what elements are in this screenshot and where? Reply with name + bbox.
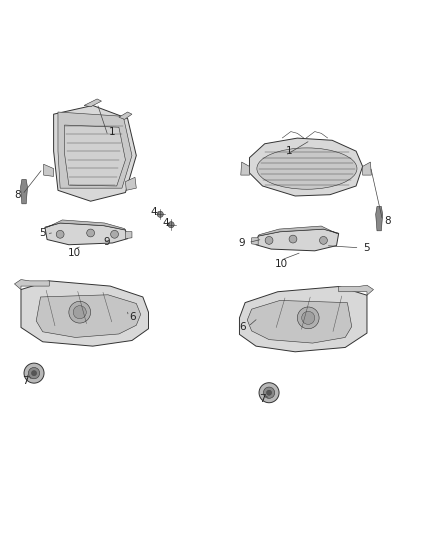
Text: 1: 1: [285, 146, 292, 156]
Circle shape: [302, 311, 315, 325]
Circle shape: [263, 387, 275, 398]
Text: 9: 9: [238, 238, 245, 247]
Polygon shape: [36, 295, 141, 337]
Polygon shape: [339, 285, 374, 295]
Polygon shape: [125, 232, 132, 239]
Text: 4: 4: [162, 218, 169, 228]
Circle shape: [69, 301, 91, 323]
Polygon shape: [21, 281, 148, 346]
Text: 6: 6: [130, 312, 136, 321]
Circle shape: [32, 370, 37, 376]
Text: 5: 5: [363, 243, 369, 253]
Text: 7: 7: [22, 376, 28, 385]
Polygon shape: [240, 287, 367, 352]
Text: 9: 9: [104, 237, 110, 247]
Circle shape: [56, 230, 64, 238]
Ellipse shape: [257, 148, 357, 189]
Polygon shape: [84, 99, 102, 107]
Polygon shape: [250, 138, 363, 196]
Polygon shape: [119, 112, 132, 119]
Text: 10: 10: [275, 260, 288, 269]
Polygon shape: [64, 125, 125, 186]
Text: 8: 8: [14, 190, 21, 200]
Circle shape: [73, 305, 86, 319]
Polygon shape: [376, 206, 383, 231]
Circle shape: [259, 383, 279, 403]
Circle shape: [111, 230, 118, 238]
Text: 5: 5: [39, 229, 46, 238]
Circle shape: [266, 390, 272, 395]
Polygon shape: [125, 177, 136, 190]
Polygon shape: [53, 106, 136, 201]
Polygon shape: [247, 301, 352, 343]
Text: 7: 7: [259, 394, 266, 404]
Circle shape: [320, 237, 327, 244]
Polygon shape: [241, 162, 250, 175]
Circle shape: [265, 237, 273, 244]
Polygon shape: [21, 180, 28, 204]
Text: 10: 10: [67, 248, 81, 259]
Polygon shape: [363, 162, 371, 175]
Text: 1: 1: [109, 126, 116, 136]
Circle shape: [24, 363, 44, 383]
Polygon shape: [252, 238, 258, 245]
Polygon shape: [45, 220, 125, 230]
Circle shape: [87, 229, 95, 237]
Text: 6: 6: [240, 321, 246, 332]
Polygon shape: [45, 223, 127, 245]
Circle shape: [157, 211, 163, 217]
Text: 8: 8: [385, 216, 391, 226]
Polygon shape: [58, 112, 132, 188]
Polygon shape: [258, 226, 339, 236]
Circle shape: [28, 367, 40, 379]
Polygon shape: [14, 279, 49, 289]
Circle shape: [168, 222, 174, 228]
Circle shape: [297, 307, 319, 329]
Polygon shape: [44, 164, 53, 176]
Text: 4: 4: [150, 207, 157, 216]
Circle shape: [289, 235, 297, 243]
Polygon shape: [256, 229, 339, 251]
